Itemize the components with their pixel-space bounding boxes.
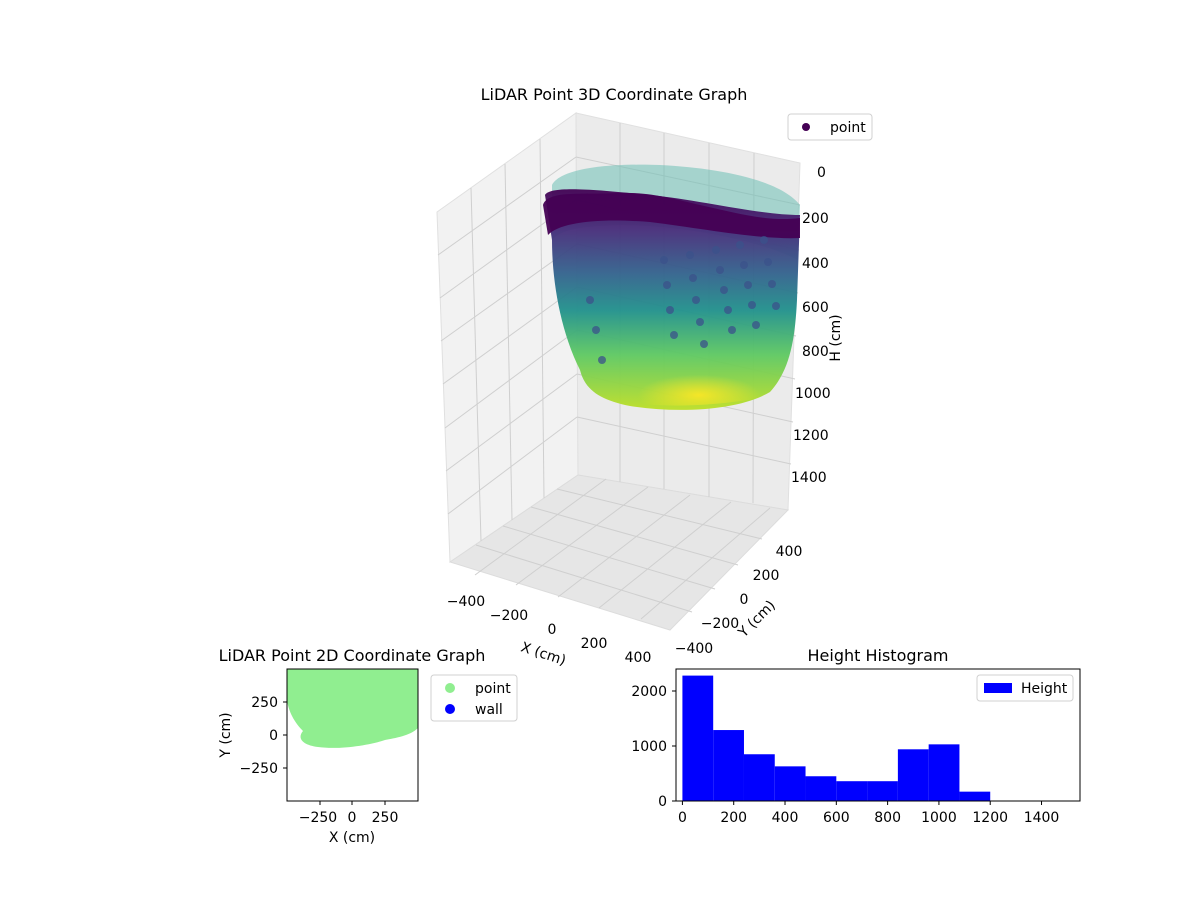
chart-2d-title: LiDAR Point 2D Coordinate Graph xyxy=(219,646,486,665)
histogram-bars xyxy=(682,675,991,801)
hist-x-ticks: 0 200 400 600 800 1000 1200 1400 xyxy=(678,801,1059,826)
z-tick-label: 400 xyxy=(802,256,829,272)
z-axis-3d: 0 200 400 600 800 1000 1200 1400 H (cm) xyxy=(791,165,844,486)
x-tick-label: 1200 xyxy=(972,810,1008,826)
histogram-bar xyxy=(805,776,837,801)
legend-label: wall xyxy=(475,702,503,718)
y-axis-label: Y (cm) xyxy=(218,712,234,758)
legend-marker xyxy=(445,683,455,693)
x-tick-label: 1400 xyxy=(1024,810,1060,826)
x-tick-label: 250 xyxy=(372,810,399,826)
legend-marker xyxy=(802,123,810,131)
x-tick-label: 0 xyxy=(678,810,687,826)
legend-label: point xyxy=(475,681,511,697)
x-tick-label: 400 xyxy=(625,650,652,666)
point-region xyxy=(287,669,418,748)
legend-box xyxy=(787,113,873,141)
y-tick-label: 250 xyxy=(251,695,278,711)
z-tick-label: 800 xyxy=(802,344,829,360)
legend-label: point xyxy=(830,120,866,136)
ticks-2d xyxy=(283,701,386,805)
z-tick-label: 1400 xyxy=(791,470,827,486)
bowl-top-edge xyxy=(543,192,800,239)
point-cloud-3d xyxy=(543,164,800,410)
legend-swatch xyxy=(984,683,1012,693)
histogram-bar xyxy=(682,675,714,801)
histogram-bar xyxy=(836,781,868,801)
x-tick-label: 200 xyxy=(720,810,747,826)
chart-3d-title: LiDAR Point 3D Coordinate Graph xyxy=(481,85,748,104)
axes-frame-hist xyxy=(675,668,1081,802)
x-tick-label: 600 xyxy=(823,810,850,826)
y-tick-label: −250 xyxy=(240,761,278,777)
histogram-bar xyxy=(897,749,929,801)
z-tick-label: 0 xyxy=(817,165,826,181)
y-tick-label: 0 xyxy=(740,592,749,608)
histogram-bar xyxy=(713,730,744,801)
bowl-floor-glow xyxy=(585,347,760,406)
histogram-title: Height Histogram xyxy=(808,646,949,665)
chart-3d: LiDAR Point 3D Coordinate Graph xyxy=(436,85,873,669)
z-tick-label: 600 xyxy=(802,300,829,316)
legend-3d: point xyxy=(787,113,873,141)
histogram-bar xyxy=(743,754,775,801)
x-tick-label: −200 xyxy=(490,608,528,624)
floor-pane xyxy=(448,474,790,631)
y-tick-label: −200 xyxy=(701,616,739,632)
x-tick-label: 800 xyxy=(874,810,901,826)
z-tick-label: 200 xyxy=(802,211,829,227)
legend-label: Height xyxy=(1021,681,1068,697)
legend-hist: Height xyxy=(976,674,1074,702)
chart-histogram: Height Histogram 0 200 400 600 800 1000 1200 14… xyxy=(631,646,1081,826)
legend-marker xyxy=(445,704,455,714)
chart-2d: LiDAR Point 2D Coordinate Graph −250 0 2… xyxy=(218,646,518,846)
legend-box xyxy=(976,674,1074,702)
legend-2d: point wall xyxy=(430,674,518,722)
x-tick-label: 200 xyxy=(581,636,608,652)
z-tick-label: 1200 xyxy=(793,428,829,444)
x-tick-label: −400 xyxy=(447,594,485,610)
hist-y-ticks: 0 1000 2000 xyxy=(631,684,676,810)
z-axis-label: H (cm) xyxy=(828,314,844,361)
y-tick-label: 0 xyxy=(269,728,278,744)
x-tick-label: 0 xyxy=(548,622,557,638)
y-tick-label: 0 xyxy=(658,794,667,810)
y-tick-label: −400 xyxy=(675,641,713,657)
x-axis-label: X (cm) xyxy=(519,639,568,669)
histogram-bar xyxy=(867,781,898,801)
x-tick-label: 0 xyxy=(348,810,357,826)
histogram-bar xyxy=(774,766,806,801)
y-tick-label: 2000 xyxy=(631,684,667,700)
z-tick-label: 1000 xyxy=(795,386,831,402)
x-tick-label: 1000 xyxy=(921,810,957,826)
y-tick-label: 400 xyxy=(776,544,803,560)
x-axis-label: X (cm) xyxy=(329,830,375,846)
y-tick-label: 200 xyxy=(753,568,780,584)
x-tick-label: −250 xyxy=(299,810,337,826)
y-tick-label: 1000 xyxy=(631,739,667,755)
histogram-bar xyxy=(959,791,991,801)
x-tick-label: 400 xyxy=(772,810,799,826)
histogram-bar xyxy=(928,744,960,801)
stripe-points xyxy=(586,236,780,364)
